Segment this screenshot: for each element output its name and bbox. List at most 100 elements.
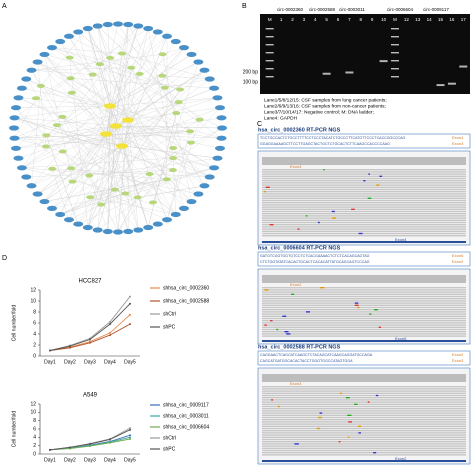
network-edge	[105, 28, 149, 135]
network-edge	[121, 145, 199, 195]
read	[262, 232, 466, 235]
mrna-node	[168, 168, 177, 173]
legend-label: shhsa_circ_0003011	[163, 413, 209, 419]
mirna-node	[73, 29, 84, 35]
read	[262, 204, 466, 206]
mirna-node	[215, 145, 226, 151]
gel-band	[447, 82, 456, 85]
ladder-band	[265, 68, 274, 70]
mrna-node	[88, 72, 97, 77]
x-tick-label: Day4	[104, 359, 116, 365]
gel-legend: Lane1/5/8/12/15: CSF samples from lung c…	[264, 97, 387, 103]
mrna-node	[58, 149, 67, 154]
network-edge	[60, 105, 111, 215]
read	[262, 388, 466, 390]
lane-label: 14	[427, 17, 433, 22]
sample-label: circ-0002360	[277, 7, 304, 12]
mirna-node	[21, 76, 32, 82]
read	[262, 394, 466, 397]
network-edge	[78, 31, 111, 58]
read	[262, 328, 466, 331]
mirna-node	[63, 33, 74, 39]
network-edge	[117, 119, 129, 233]
network-edge	[115, 125, 210, 178]
network-edge	[18, 97, 123, 147]
network-edge	[97, 105, 111, 231]
sequence: GGAGGAAAAGCTTCCTTGAGCTACTGCTCTGCACTCTTCA…	[260, 142, 390, 146]
x-tick-label: Day2	[64, 457, 76, 463]
network-edge	[56, 124, 176, 215]
y-tick-label: 6	[33, 426, 36, 432]
gel-band	[379, 60, 388, 63]
network-edge	[162, 75, 210, 80]
network-edge	[121, 145, 218, 159]
mrna-node	[172, 111, 181, 116]
mrna-node	[186, 129, 195, 134]
read	[262, 298, 466, 300]
sequence: TCCTGCCACTCTGCCTTTTCCTCCCTACATCTGCCCTTCA…	[260, 136, 406, 140]
data-point	[129, 434, 131, 437]
data-point	[89, 338, 91, 341]
mirna-node	[92, 23, 103, 29]
network-edge	[21, 135, 47, 168]
network-edge	[15, 105, 111, 108]
read	[262, 177, 466, 180]
circrna-node	[110, 123, 122, 129]
data-point	[129, 427, 131, 430]
lane-label: 17	[461, 17, 467, 22]
mrna-node	[67, 166, 76, 171]
network-edge	[121, 78, 210, 147]
mirna-node	[193, 191, 204, 197]
network-edge	[164, 78, 210, 88]
network-edge	[31, 85, 42, 186]
read	[262, 441, 466, 443]
lane-label: 15	[438, 17, 444, 22]
mismatch	[374, 309, 378, 311]
x-tick-label: Day1	[44, 457, 56, 463]
y-tick-label: 0	[33, 451, 36, 457]
gel-band	[436, 84, 445, 87]
data-point	[109, 320, 111, 323]
lane-label: 7	[348, 17, 351, 22]
y-tick-label: 12	[30, 401, 36, 407]
panel-label: C	[257, 121, 262, 128]
ladder-band	[265, 44, 274, 46]
y-tick-label: 0	[33, 353, 36, 359]
mismatch	[339, 392, 343, 394]
mrna-node	[36, 83, 45, 88]
mismatch	[357, 306, 360, 309]
network-edge	[109, 57, 222, 139]
y-tick-label: 6	[33, 320, 36, 326]
legend-label: shPC	[163, 324, 176, 330]
read	[262, 228, 466, 230]
lane-label: 3	[303, 17, 306, 22]
mismatch	[319, 412, 323, 414]
network-edge	[97, 25, 167, 180]
network-edge	[90, 197, 176, 215]
mirna-node	[9, 115, 20, 121]
network-edge	[14, 98, 37, 139]
network-edge	[107, 24, 181, 90]
mismatch	[271, 399, 273, 401]
exon-label: Exon2	[452, 352, 464, 357]
mirna-node	[204, 76, 215, 82]
mirna-node	[215, 105, 226, 111]
network-edge	[37, 62, 47, 147]
mismatch	[368, 173, 370, 175]
read	[262, 304, 466, 306]
mirna-node	[123, 21, 134, 28]
mirna-node	[212, 155, 223, 161]
mirna-node	[9, 125, 19, 131]
mrna-node	[145, 171, 154, 176]
data-point	[129, 436, 131, 439]
data-point	[129, 323, 131, 326]
network-edge	[26, 78, 58, 126]
network-edge	[14, 117, 191, 132]
exon-marker: Exon5	[395, 336, 407, 341]
read	[262, 224, 466, 226]
y-tick-label: 8	[33, 309, 36, 315]
gel-legend: Lane3/7/10/14/17: Negative control; M: D…	[264, 109, 374, 115]
read	[262, 421, 466, 423]
read	[262, 300, 466, 302]
x-tick-label: Day5	[124, 457, 136, 463]
